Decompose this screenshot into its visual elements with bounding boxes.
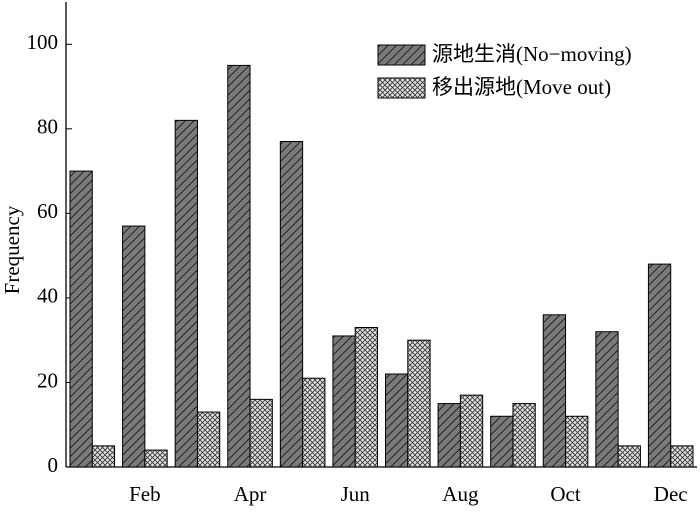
bar [595,331,619,468]
y-axis-label: Frequency [0,205,24,294]
bar [144,449,168,468]
bar [647,263,672,468]
bar [69,170,93,468]
bar [542,314,567,468]
bar [302,377,326,468]
y-tick-label: 20 [37,368,58,392]
y-tick-label: 0 [48,453,59,477]
x-tick-label: Apr [234,482,267,506]
bar [385,373,409,468]
legend-label: 源地生消(No−moving) [432,42,632,66]
y-tick-label: 80 [37,115,58,139]
bar [91,445,116,468]
x-tick-label: Dec [654,482,688,506]
bar [279,141,304,468]
y-tick-label: 100 [27,30,59,54]
bar [174,119,198,468]
x-tick-label: Aug [442,482,479,506]
y-tick-label: 40 [37,284,58,308]
y-tick-label: 60 [37,199,58,223]
bar [617,445,641,468]
x-tick-label: Feb [129,482,161,506]
x-tick-label: Oct [550,482,580,506]
x-tick-label: Jun [341,482,371,506]
bar [249,398,273,468]
bar [332,335,356,468]
legend-swatch [377,44,426,66]
bar [565,415,589,468]
bar [670,445,694,468]
bar [196,411,221,468]
bar [407,339,431,468]
bar [459,394,484,468]
bar [122,225,146,468]
legend-swatch [377,77,426,99]
legend-label: 移出源地(Move out) [432,75,611,99]
bar [227,64,251,468]
bar [490,415,514,468]
bar [437,403,461,468]
bar [354,327,379,468]
bar [512,403,536,468]
